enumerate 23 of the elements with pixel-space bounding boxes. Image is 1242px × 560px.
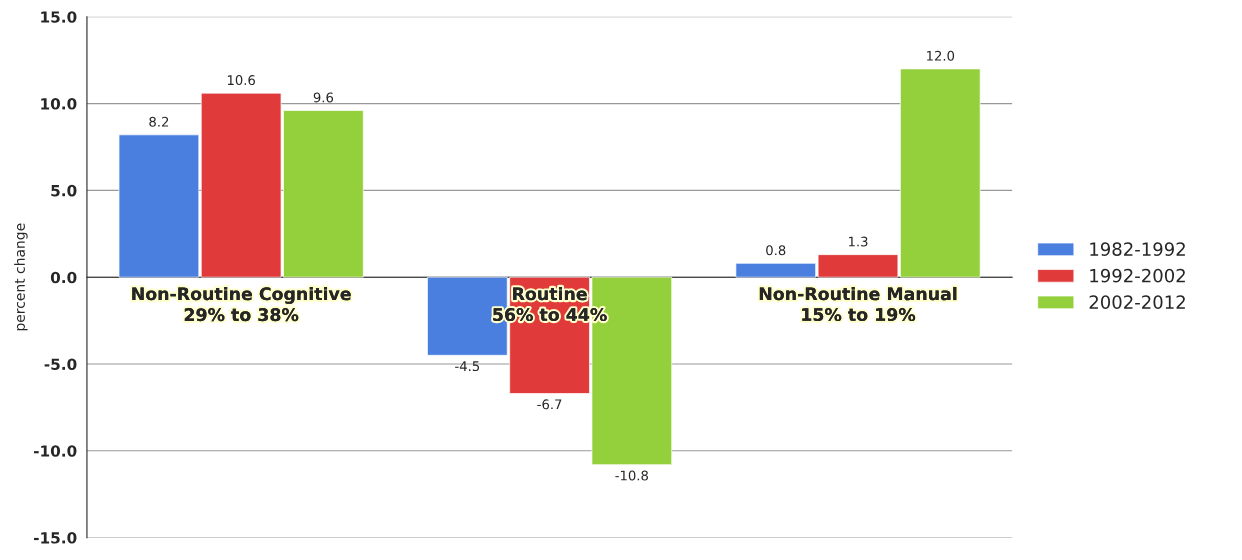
data-label: 8.2 [149, 116, 169, 127]
legend-label: 1992-2002 [1090, 268, 1185, 283]
data-label: 1.3 [848, 236, 868, 247]
y-tick-label: 0.0 [50, 271, 77, 284]
y-tick-label: -5.0 [44, 358, 77, 371]
y-tick-label: -15.0 [34, 532, 77, 544]
y-tick-label: 10.0 [41, 98, 77, 110]
legend-label: 2002-2012 [1089, 295, 1185, 309]
y-tick-label: 5.0 [51, 184, 77, 197]
data-label: 9.6 [313, 92, 334, 103]
data-label: 12.0 [927, 50, 955, 61]
y-axis-title: percent change [14, 223, 28, 331]
data-label: 0.8 [766, 245, 786, 256]
y-tick-label: -10.0 [34, 445, 77, 457]
legend-label: 1982-1992 [1090, 242, 1185, 256]
x-tick-label: Non-Routine Manual 15% to 19% [759, 286, 957, 322]
x-tick-label: Non-Routine Cognitive 29% to 38% [132, 286, 351, 322]
y-tick-label: 15.0 [41, 11, 77, 23]
bar [118, 134, 200, 278]
data-label: 10.6 [227, 75, 256, 86]
data-label: -6.7 [537, 399, 562, 410]
data-label: -10.8 [615, 470, 648, 481]
data-label: -4.5 [455, 361, 480, 372]
